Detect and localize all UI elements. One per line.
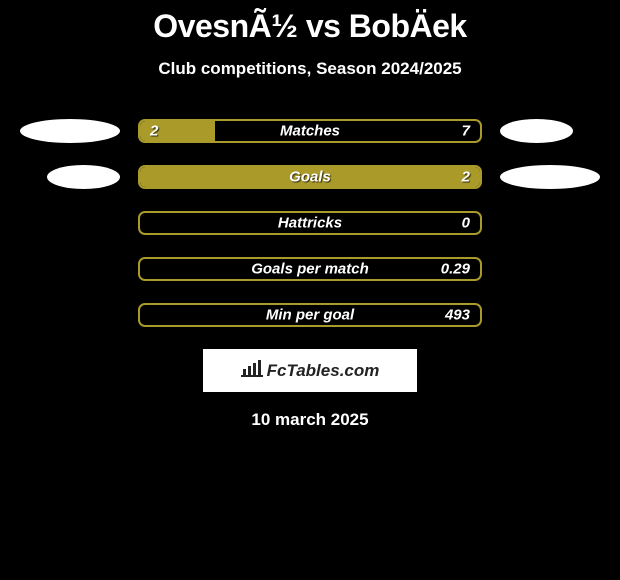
stat-row: Goals 2 <box>0 165 620 189</box>
stat-row: Goals per match 0.29 <box>0 257 620 281</box>
comparison-infographic: OvesnÃ½ vs BobÄek Club competitions, Sea… <box>0 0 620 430</box>
stat-label: Goals <box>289 169 331 186</box>
chart-icon <box>241 359 263 382</box>
bar-track: 2 Matches 7 <box>138 119 482 143</box>
page-title: OvesnÃ½ vs BobÄek <box>0 8 620 45</box>
right-value: 0 <box>462 215 470 232</box>
bar-track: Goals per match 0.29 <box>138 257 482 281</box>
stat-label: Hattricks <box>278 215 342 232</box>
stat-label: Goals per match <box>251 261 369 278</box>
stat-row: 2 Matches 7 <box>0 119 620 143</box>
right-value: 7 <box>462 123 470 140</box>
right-value: 0.29 <box>441 261 470 278</box>
right-marker-oval <box>500 119 573 143</box>
bar-track: Min per goal 493 <box>138 303 482 327</box>
left-marker-oval <box>47 165 120 189</box>
stat-row: Min per goal 493 <box>0 303 620 327</box>
date-text: 10 march 2025 <box>0 410 620 430</box>
stat-label: Matches <box>280 123 340 140</box>
right-marker-oval <box>500 165 600 189</box>
logo-text: FcTables.com <box>267 361 380 381</box>
stat-label: Min per goal <box>266 307 354 324</box>
bar-track: Hattricks 0 <box>138 211 482 235</box>
logo: FcTables.com <box>241 359 380 382</box>
stats-area: 2 Matches 7 Goals 2 Hattricks <box>0 119 620 327</box>
stat-row: Hattricks 0 <box>0 211 620 235</box>
left-marker-oval <box>20 119 120 143</box>
right-value: 493 <box>445 307 470 324</box>
bar-track: Goals 2 <box>138 165 482 189</box>
logo-box: FcTables.com <box>203 349 417 392</box>
right-value: 2 <box>462 169 470 186</box>
page-subtitle: Club competitions, Season 2024/2025 <box>0 59 620 79</box>
left-value: 2 <box>150 123 158 140</box>
